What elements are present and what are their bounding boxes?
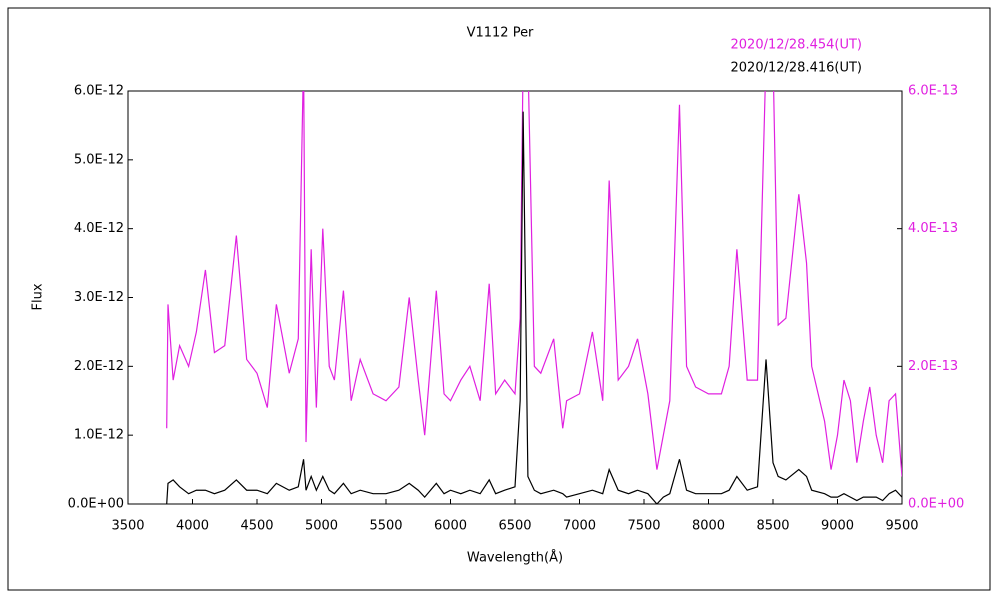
legend-entry: 2020/12/28.454(UT) [731,38,862,53]
x-tick-label: 5000 [305,519,338,534]
y-tick-label: 0.0E+00 [68,497,124,512]
frame [7,7,991,591]
x-tick-label: 9500 [885,519,918,534]
x-tick-label: 6000 [434,519,467,534]
x-axis-label: Wavelength(Å) [467,550,563,566]
y2-tick-label: 0.0E+00 [908,497,964,512]
series-line [166,111,902,504]
y2-tick-label: 2.0E-13 [908,359,958,374]
x-tick-label: 8500 [756,519,789,534]
plot [166,91,902,504]
y-tick-label: 4.0E-12 [74,221,124,236]
y-tick-label: 1.0E-12 [74,428,124,443]
chart-title: V1112 Per [467,26,534,41]
x-tick-label: 6500 [498,519,531,534]
x-tick-label: 7500 [627,519,660,534]
y-tick-label: 3.0E-12 [74,290,124,305]
y-axis-label: Flux [31,283,46,310]
y2-tick-label: 4.0E-13 [908,221,958,236]
x-tick-label: 7000 [563,519,596,534]
x-tick-label: 5500 [369,519,402,534]
y-tick-label: 5.0E-12 [74,152,124,167]
y-tick-label: 6.0E-12 [74,84,124,99]
x-tick-label: 4500 [240,519,273,534]
x-tick-label: 3500 [111,519,144,534]
x-tick-label: 4000 [176,519,209,534]
series-line [166,91,902,477]
y2-tick-label: 6.0E-13 [908,84,958,99]
legend-entry: 2020/12/28.416(UT) [731,61,862,76]
x-tick-label: 9000 [821,519,854,534]
x-tick-label: 8000 [692,519,725,534]
y-tick-label: 2.0E-12 [74,359,124,374]
